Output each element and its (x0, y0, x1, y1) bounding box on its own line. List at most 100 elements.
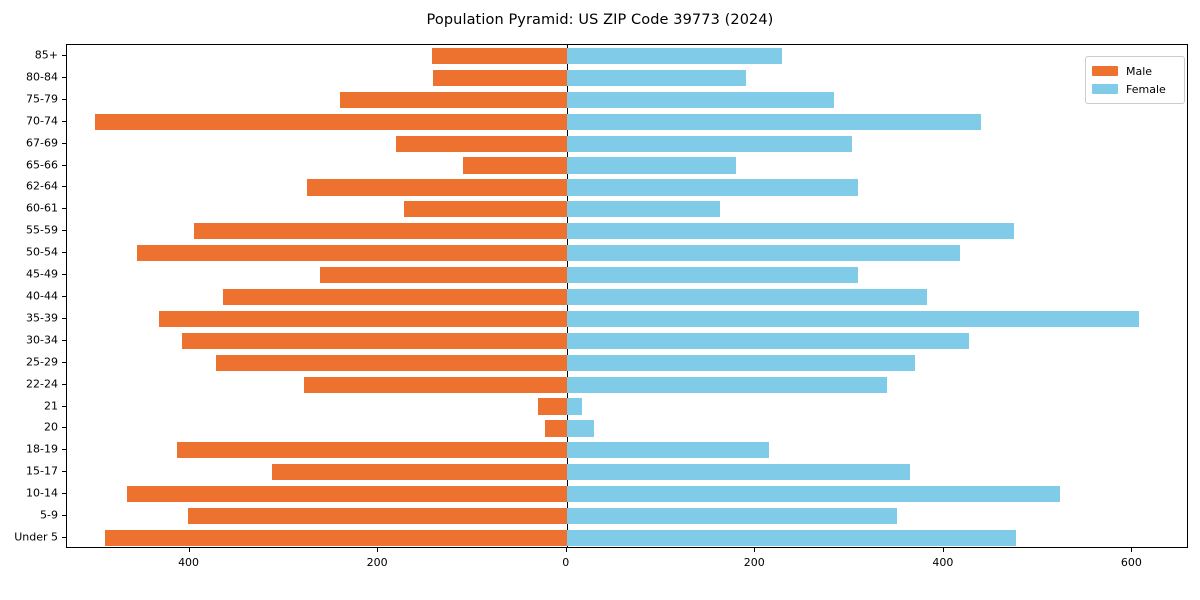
bar-female[interactable] (566, 266, 859, 284)
y-axis-tick-mark (62, 317, 66, 319)
y-axis-tick-label: 40-44 (26, 289, 58, 303)
y-axis-tick-mark (62, 98, 66, 100)
x-axis-tick-mark (188, 548, 190, 552)
bar-male[interactable] (538, 398, 567, 415)
pyramid-row (67, 442, 1187, 459)
pyramid-row (67, 332, 1187, 349)
bar-female[interactable] (566, 223, 1014, 240)
bar-female[interactable] (566, 376, 888, 393)
pyramid-row (67, 420, 1187, 437)
bar-female[interactable] (566, 113, 981, 130)
pyramid-row (67, 486, 1187, 503)
bar-male[interactable] (159, 310, 567, 327)
bar-male[interactable] (403, 201, 567, 218)
pyramid-row (67, 47, 1187, 65)
pyramid-row (67, 157, 1187, 174)
bar-female[interactable] (566, 486, 1060, 503)
bar-male[interactable] (95, 113, 567, 130)
bar-male[interactable] (303, 376, 567, 393)
bar-female[interactable] (566, 135, 853, 152)
y-axis-tick-label: Under 5 (14, 530, 58, 544)
x-axis-tick-label: 200 (366, 556, 388, 569)
bar-male[interactable] (222, 288, 567, 306)
bar-male[interactable] (127, 486, 567, 503)
bar-male[interactable] (319, 266, 567, 284)
plot-area (67, 45, 1187, 547)
bar-male[interactable] (307, 179, 567, 196)
bar-female[interactable] (566, 245, 960, 262)
x-axis-tick-label: 400 (178, 556, 200, 569)
pyramid-row (67, 201, 1187, 218)
bar-female[interactable] (566, 508, 897, 525)
bar-female[interactable] (566, 442, 770, 459)
bar-female[interactable] (566, 69, 746, 86)
bar-male[interactable] (271, 464, 567, 481)
y-axis-tick-label: 55-59 (26, 223, 58, 237)
bar-male[interactable] (177, 442, 567, 459)
pyramid-row (67, 179, 1187, 196)
pyramid-row (67, 113, 1187, 130)
bar-female[interactable] (566, 529, 1016, 547)
y-axis-tick-label: 21 (44, 399, 58, 413)
pyramid-row (67, 376, 1187, 393)
bar-female[interactable] (566, 201, 721, 218)
bar-female[interactable] (566, 398, 582, 415)
bar-male[interactable] (545, 420, 567, 437)
y-axis-tick-mark (62, 471, 66, 473)
pyramid-row (67, 135, 1187, 152)
bar-female[interactable] (566, 91, 834, 108)
bar-male[interactable] (463, 157, 567, 174)
y-axis-tick-label: 25-29 (26, 355, 58, 369)
y-axis-tick-mark (62, 361, 66, 363)
x-axis-tick-mark (377, 548, 379, 552)
y-axis-tick-label: 62-64 (26, 179, 58, 193)
pyramid-row (67, 288, 1187, 306)
bar-male[interactable] (215, 354, 567, 371)
y-axis-tick-mark (62, 427, 66, 429)
plot-axes (66, 44, 1188, 548)
bar-male[interactable] (187, 508, 567, 525)
y-axis-tick-label: 60-61 (26, 201, 58, 215)
y-axis-tick-mark (62, 296, 66, 297)
pyramid-row (67, 354, 1187, 371)
bar-female[interactable] (566, 332, 970, 349)
bar-female[interactable] (566, 464, 910, 481)
pyramid-row (67, 529, 1187, 547)
bar-male[interactable] (396, 135, 567, 152)
bar-female[interactable] (566, 157, 737, 174)
bar-female[interactable] (566, 310, 1140, 327)
bar-male[interactable] (182, 332, 567, 349)
y-axis-tick-mark (62, 493, 66, 495)
bar-male[interactable] (104, 529, 567, 547)
legend-item[interactable]: Male (1092, 62, 1178, 80)
y-axis-tick-label: 85+ (34, 48, 58, 62)
y-axis-tick-mark (62, 449, 66, 451)
legend-item-label: Male (1126, 64, 1153, 78)
bar-female[interactable] (566, 354, 915, 371)
chart-title: Population Pyramid: US ZIP Code 39773 (2… (426, 12, 774, 28)
bar-male[interactable] (432, 69, 567, 86)
y-axis-tick-mark (62, 54, 66, 56)
x-axis-tick-mark (565, 548, 567, 552)
y-axis-tick-label: 30-34 (26, 333, 58, 347)
y-axis-tick-label: 5-9 (40, 508, 58, 522)
y-axis-tick-mark (62, 383, 66, 385)
y-axis-tick-label: 15-17 (26, 464, 58, 478)
y-axis-tick-mark (62, 515, 66, 517)
y-axis-tick-mark (62, 339, 66, 341)
bar-male[interactable] (431, 47, 567, 65)
bar-male[interactable] (340, 91, 567, 108)
bar-female[interactable] (566, 288, 927, 306)
x-axis-tick-label: 600 (1120, 556, 1142, 569)
pyramid-row (67, 398, 1187, 415)
bar-female[interactable] (566, 47, 782, 65)
bar-male[interactable] (136, 245, 567, 262)
x-axis-tick-mark (942, 548, 944, 552)
legend-item[interactable]: Female (1092, 80, 1178, 98)
bar-female[interactable] (566, 179, 859, 196)
y-axis-tick-mark (62, 142, 66, 144)
x-axis-tick-label: 0 (562, 556, 570, 569)
bar-male[interactable] (194, 223, 567, 240)
bar-female[interactable] (566, 420, 595, 437)
